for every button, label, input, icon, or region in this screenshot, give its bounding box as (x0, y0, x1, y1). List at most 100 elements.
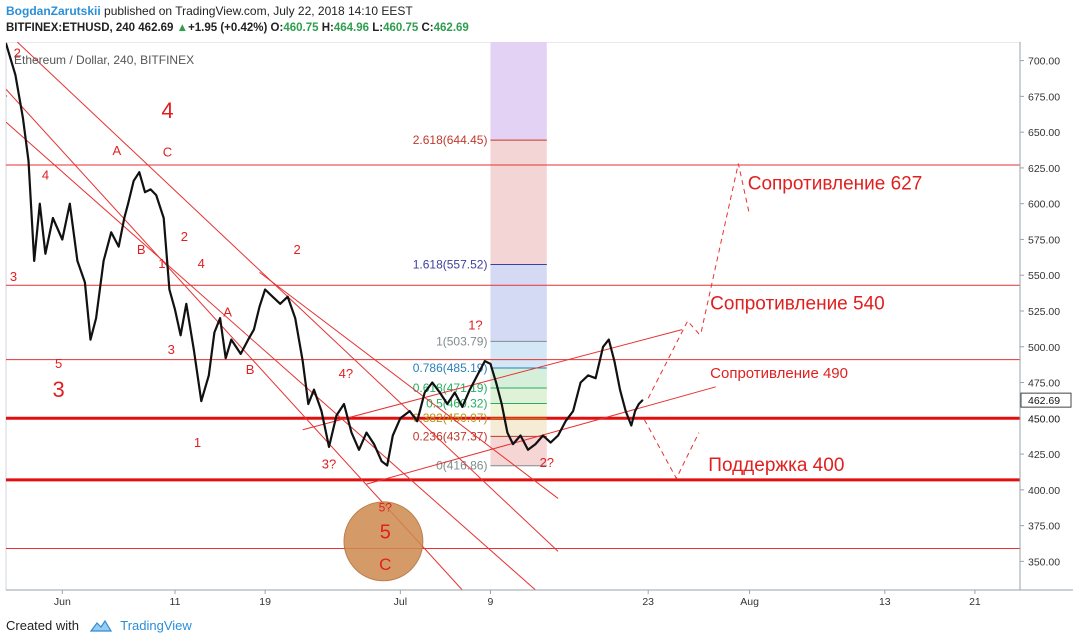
price-point-55 (373, 443, 375, 445)
wave-label-23: 1? (468, 318, 482, 333)
wave-label-0: 2 (14, 46, 21, 61)
high-label: H: (321, 22, 334, 34)
price-point-32 (213, 331, 216, 334)
price-point-86 (594, 377, 597, 380)
price-point-38 (253, 328, 255, 331)
price-point-27 (179, 334, 182, 337)
price-point-1 (14, 74, 17, 76)
price-point-36 (239, 353, 242, 355)
wave-label-24: 2? (540, 455, 554, 470)
price-point-59 (399, 417, 402, 420)
wave-label-8: 4 (161, 98, 173, 123)
price-point-62 (423, 391, 426, 394)
price-point-37 (247, 338, 250, 341)
wave-label-10: 2 (181, 229, 188, 244)
fib-label-7: 0.236(437.37) (413, 429, 488, 443)
price-point-24 (162, 217, 165, 219)
price-point-56 (380, 460, 383, 463)
price-tick-label-575: 575.00 (1028, 234, 1060, 246)
level-note-3: Поддержка 400 (708, 455, 844, 476)
time-tick-label-1: 11 (170, 596, 181, 608)
price-point-91 (624, 410, 627, 412)
close-label: C: (421, 22, 434, 34)
low-label: L: (372, 22, 384, 34)
price-tick-label-650: 650.00 (1028, 127, 1060, 139)
last-price: 462.69 (138, 22, 174, 34)
fib-label-1: 1.618(557.52) (413, 257, 488, 271)
price-point-75 (512, 443, 514, 445)
price-point-76 (519, 434, 522, 437)
price-series-line (6, 43, 644, 467)
price-point-33 (219, 317, 221, 319)
fib-band-1 (490, 140, 547, 265)
price-point-46 (307, 403, 310, 405)
trend-line-3 (259, 271, 559, 499)
close-value: 462.69 (433, 22, 469, 34)
price-point-18 (127, 202, 129, 205)
wave-label-1: 1 (1, 84, 8, 99)
time-tick-label-4: 9 (488, 596, 494, 608)
price-point-60 (408, 410, 411, 412)
price-point-73 (500, 403, 503, 405)
level-note-0: Сопротивление 627 (748, 173, 923, 194)
author-link[interactable]: BogdanZarutskii (6, 4, 101, 18)
time-tick-label-6: Aug (740, 596, 759, 608)
wave-label-6: A (112, 143, 121, 158)
price-point-66 (453, 391, 456, 394)
price-point-63 (431, 381, 434, 384)
price-point-29 (192, 348, 195, 351)
price-point-28 (185, 303, 188, 305)
wave-label-15: B (246, 362, 255, 377)
time-tick-label-7: 13 (879, 596, 891, 608)
price-point-45 (301, 360, 304, 362)
fib-band-4 (490, 367, 547, 388)
wave-label-20: 5? (379, 500, 393, 514)
price-tick-label-600: 600.00 (1028, 199, 1060, 211)
fib-label-5: 0.5(460.32) (426, 397, 487, 411)
price-chart[interactable]: 2.618(644.45) 1.618(557.52) 1(503.79) 0.786… (0, 42, 1073, 612)
publish-info: BogdanZarutskii published on TradingView… (6, 4, 413, 18)
price-point-84 (579, 381, 582, 384)
price-point-10 (76, 260, 79, 262)
fib-label-3: 0.786(485.19) (413, 361, 488, 375)
price-point-49 (328, 446, 330, 448)
wave-label-17: 1 (194, 435, 201, 450)
wave-label-5: 3 (52, 377, 64, 402)
wave-label-14: A (223, 305, 232, 320)
price-point-81 (557, 434, 559, 437)
price-point-58 (392, 434, 394, 437)
wave-label-7: B (137, 242, 146, 257)
price-point-41 (271, 295, 274, 298)
price-point-71 (489, 363, 492, 365)
fib-band-3 (490, 341, 547, 368)
price-point-53 (358, 448, 360, 451)
tradingview-logo-icon (89, 619, 112, 632)
price-point-25 (168, 288, 171, 291)
price-point-87 (602, 345, 604, 348)
price-tick-label-500: 500.00 (1028, 342, 1060, 354)
open-value: 460.75 (283, 22, 319, 34)
price-point-12 (89, 338, 92, 341)
price-point-77 (527, 448, 529, 451)
open-label: O: (270, 22, 284, 34)
price-point-79 (542, 434, 544, 437)
wave-label-3: 3 (10, 269, 17, 284)
price-point-52 (350, 431, 353, 434)
price-point-89 (613, 360, 616, 362)
price-point-90 (619, 388, 621, 391)
price-point-14 (102, 260, 105, 262)
time-tick-label-0: Jun (54, 596, 71, 608)
price-point-82 (564, 420, 567, 422)
price-point-16 (117, 245, 120, 248)
price-point-57 (386, 464, 388, 467)
price-tick-label-375: 375.00 (1028, 521, 1060, 533)
level-note-2: Сопротивление 490 (710, 365, 848, 382)
created-with-text: Created with (6, 618, 79, 633)
tradingview-link[interactable]: TradingView (120, 618, 192, 633)
trend-line-4 (302, 329, 683, 431)
price-point-72 (495, 381, 497, 384)
price-point-94 (638, 403, 640, 405)
wave-label-12: 4 (198, 256, 205, 271)
fib-band-6 (490, 403, 547, 419)
fib-band-7 (490, 418, 547, 437)
